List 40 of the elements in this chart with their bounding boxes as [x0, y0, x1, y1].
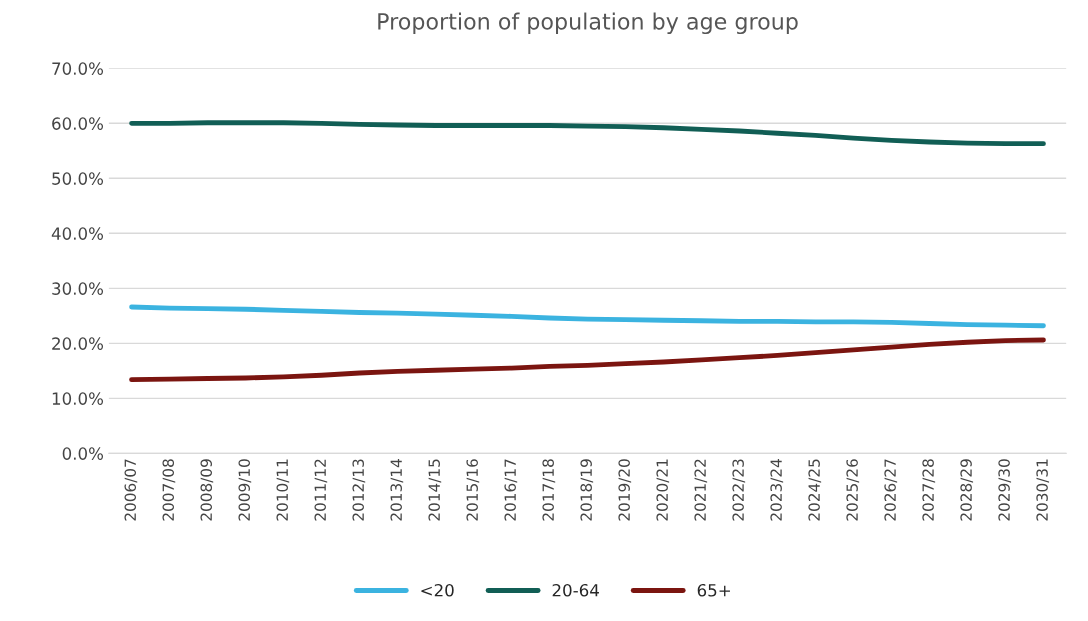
x-tick-label: 2027/28	[922, 459, 936, 521]
x-tick-label: 2021/22	[694, 459, 708, 521]
x-tick-label: 2010/11	[276, 459, 290, 521]
x-tick-label: 2008/09	[200, 459, 214, 521]
x-tick-label: 2015/16	[466, 459, 480, 521]
legend-label: <20	[421, 583, 454, 597]
y-tick-label: 70.0%	[52, 62, 104, 75]
x-tick-label: 2025/26	[846, 459, 860, 521]
y-tick-label: 40.0%	[51, 227, 104, 240]
y-tick-label: 50.0%	[52, 172, 104, 185]
line-series	[129, 120, 1046, 147]
x-tick-label: 2022/23	[732, 459, 746, 521]
chart-title: Proportion of population by age group	[378, 12, 798, 35]
x-tick-label: 2019/20	[618, 459, 632, 521]
x-tick-label: 2018/19	[580, 459, 594, 521]
x-tick-label: 2030/31	[1036, 459, 1050, 521]
x-tick-label: 2026/27	[884, 459, 898, 521]
y-tick-label: 30.0%	[52, 282, 104, 295]
legend-label: 65+	[697, 583, 730, 597]
x-tick-label: 2006/07	[124, 459, 138, 521]
x-tick-label: 2009/10	[238, 459, 252, 521]
x-tick-label: 2028/29	[960, 459, 974, 521]
line-series	[129, 304, 1046, 329]
x-tick-label: 2012/13	[352, 459, 366, 521]
y-tick-label: 60.0%	[52, 117, 104, 130]
x-tick-label: 2014/15	[428, 459, 442, 521]
x-tick-label: 2013/14	[390, 459, 404, 521]
x-tick-label: 2024/25	[808, 459, 822, 521]
x-tick-label: 2011/12	[314, 459, 328, 521]
x-tick-label: 2007/08	[162, 459, 176, 521]
x-tick-label: 2020/21	[656, 459, 670, 521]
legend-label: 20-64	[552, 583, 599, 597]
y-tick-label: 20.0%	[52, 337, 104, 350]
x-tick-label: 2017/18	[542, 459, 556, 521]
x-tick-label: 2016/17	[504, 459, 518, 521]
line-series	[129, 337, 1046, 383]
y-tick-label: 10.0%	[52, 392, 104, 405]
x-tick-label: 2029/30	[998, 459, 1012, 521]
x-tick-label: 2023/24	[770, 459, 784, 521]
y-tick-label: 0.0%	[62, 447, 104, 460]
